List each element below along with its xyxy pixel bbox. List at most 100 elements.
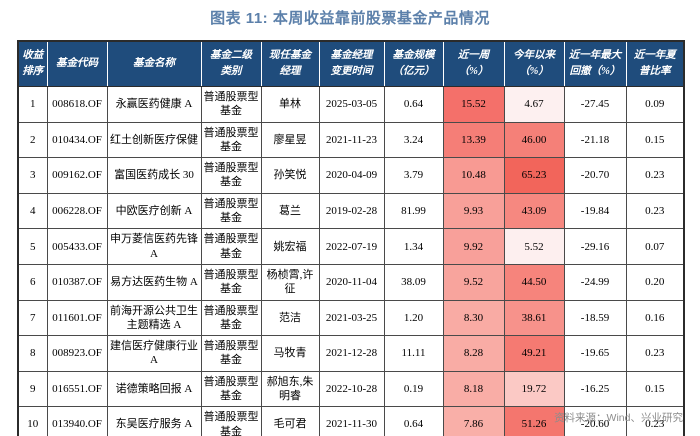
fund-name-cell: 永赢医药健康 A <box>106 86 202 123</box>
table-header: 收益 排序 基金代码 基金名称 基金二级 类别 现任基金 经理 基金经理 变更时… <box>18 41 684 87</box>
change-date-cell: 2020-11-04 <box>318 263 385 301</box>
header-ytd-return: 今年以来 （%） <box>503 41 565 87</box>
table-row: 9 016551.OF 诺德策略回报 A 普通股票型基金 郝旭东,朱明睿 202… <box>17 370 685 408</box>
table-row: 8 008923.OF 建信医疗健康行业 A 普通股票型基金 马牧青 2021-… <box>17 335 685 372</box>
fund-name-cell: 红土创新医疗保健 <box>106 121 202 159</box>
fund-code-cell: 013940.OF <box>46 406 108 436</box>
rank-cell: 1 <box>17 86 48 123</box>
change-date-cell: 2022-10-28 <box>318 370 385 408</box>
ytd-return-cell: 4.67 <box>503 86 565 123</box>
header-week-return: 近一周 （%） <box>442 41 505 87</box>
week-return-cell: 13.39 <box>442 121 505 159</box>
sharpe-cell: 0.23 <box>625 406 685 436</box>
max-drawdown-cell: -21.18 <box>563 121 627 159</box>
category-cell: 普通股票型基金 <box>200 335 262 372</box>
header-name: 基金名称 <box>106 41 202 87</box>
category-cell: 普通股票型基金 <box>200 192 262 230</box>
fund-size-cell: 0.19 <box>383 370 444 408</box>
fund-size-cell: 1.34 <box>383 228 444 265</box>
fund-name-cell: 前海开源公共卫生主题精选 A <box>106 299 202 337</box>
fund-size-cell: 11.11 <box>383 335 444 372</box>
header-row: 收益 排序 基金代码 基金名称 基金二级 类别 现任基金 经理 基金经理 变更时… <box>18 41 684 87</box>
manager-cell: 葛兰 <box>260 192 320 230</box>
week-return-cell: 8.18 <box>442 370 505 408</box>
header-category: 基金二级 类别 <box>200 41 262 87</box>
table-row: 2 010434.OF 红土创新医疗保健 普通股票型基金 廖星昱 2021-11… <box>17 121 685 159</box>
rank-cell: 7 <box>17 299 48 337</box>
header-size: 基金规模 （亿元） <box>383 41 444 87</box>
fund-name-cell: 富国医药成长 30 <box>106 157 202 194</box>
week-return-cell: 15.52 <box>442 86 505 123</box>
max-drawdown-cell: -16.25 <box>563 370 627 408</box>
ytd-return-cell: 51.26 <box>503 406 565 436</box>
table-row: 3 009162.OF 富国医药成长 30 普通股票型基金 孙笑悦 2020-0… <box>17 157 685 194</box>
week-return-cell: 9.52 <box>442 263 505 301</box>
sharpe-cell: 0.20 <box>625 263 685 301</box>
week-return-cell: 7.86 <box>442 406 505 436</box>
manager-cell: 杨桢霄,许征 <box>260 263 320 301</box>
category-cell: 普通股票型基金 <box>200 406 262 436</box>
fund-name-cell: 中欧医疗创新 A <box>106 192 202 230</box>
max-drawdown-cell: -24.99 <box>563 263 627 301</box>
ytd-return-cell: 19.72 <box>503 370 565 408</box>
category-cell: 普通股票型基金 <box>200 86 262 123</box>
week-return-cell: 8.28 <box>442 335 505 372</box>
fund-ranking-table: 收益 排序 基金代码 基金名称 基金二级 类别 现任基金 经理 基金经理 变更时… <box>17 40 685 436</box>
category-cell: 普通股票型基金 <box>200 299 262 337</box>
change-date-cell: 2019-02-28 <box>318 192 385 230</box>
change-date-cell: 2021-11-23 <box>318 121 385 159</box>
rank-cell: 8 <box>17 335 48 372</box>
change-date-cell: 2021-12-28 <box>318 335 385 372</box>
fund-name-cell: 建信医疗健康行业 A <box>106 335 202 372</box>
manager-cell: 马牧青 <box>260 335 320 372</box>
category-cell: 普通股票型基金 <box>200 370 262 408</box>
ytd-return-cell: 38.61 <box>503 299 565 337</box>
fund-code-cell: 009162.OF <box>46 157 108 194</box>
table-row: 5 005433.OF 申万菱信医药先锋 A 普通股票型基金 姚宏福 2022-… <box>17 228 685 265</box>
manager-cell: 廖星昱 <box>260 121 320 159</box>
fund-code-cell: 008618.OF <box>46 86 108 123</box>
fund-size-cell: 0.64 <box>383 406 444 436</box>
ytd-return-cell: 65.23 <box>503 157 565 194</box>
sharpe-cell: 0.07 <box>625 228 685 265</box>
table-row: 4 006228.OF 中欧医疗创新 A 普通股票型基金 葛兰 2019-02-… <box>17 192 685 230</box>
category-cell: 普通股票型基金 <box>200 157 262 194</box>
header-manager: 现任基金 经理 <box>260 41 320 87</box>
max-drawdown-cell: -18.59 <box>563 299 627 337</box>
change-date-cell: 2025-03-05 <box>318 86 385 123</box>
change-date-cell: 2022-07-19 <box>318 228 385 265</box>
category-cell: 普通股票型基金 <box>200 228 262 265</box>
ytd-return-cell: 49.21 <box>503 335 565 372</box>
rank-cell: 10 <box>17 406 48 436</box>
sharpe-cell: 0.23 <box>625 157 685 194</box>
category-cell: 普通股票型基金 <box>200 121 262 159</box>
rank-cell: 6 <box>17 263 48 301</box>
sharpe-cell: 0.23 <box>625 335 685 372</box>
table-row: 7 011601.OF 前海开源公共卫生主题精选 A 普通股票型基金 范洁 20… <box>17 299 685 337</box>
max-drawdown-cell: -19.84 <box>563 192 627 230</box>
figure-title: 图表 11: 本周收益靠前股票基金产品情况 <box>210 10 490 27</box>
max-drawdown-cell: -29.16 <box>563 228 627 265</box>
sharpe-cell: 0.16 <box>625 299 685 337</box>
fund-size-cell: 81.99 <box>383 192 444 230</box>
fund-name-cell: 诺德策略回报 A <box>106 370 202 408</box>
sharpe-cell: 0.09 <box>625 86 685 123</box>
fund-code-cell: 016551.OF <box>46 370 108 408</box>
fund-size-cell: 1.20 <box>383 299 444 337</box>
fund-name-cell: 易方达医药生物 A <box>106 263 202 301</box>
manager-cell: 孙笑悦 <box>260 157 320 194</box>
fund-code-cell: 005433.OF <box>46 228 108 265</box>
sharpe-cell: 0.15 <box>625 121 685 159</box>
max-drawdown-cell: -27.45 <box>563 86 627 123</box>
fund-code-cell: 011601.OF <box>46 299 108 337</box>
fund-size-cell: 0.64 <box>383 86 444 123</box>
max-drawdown-cell: -20.70 <box>563 157 627 194</box>
rank-cell: 9 <box>17 370 48 408</box>
ytd-return-cell: 5.52 <box>503 228 565 265</box>
fund-size-cell: 3.79 <box>383 157 444 194</box>
header-sharpe: 近一年夏 普比率 <box>625 41 684 87</box>
fund-name-cell: 申万菱信医药先锋 A <box>106 228 202 265</box>
sharpe-cell: 0.15 <box>625 370 685 408</box>
change-date-cell: 2021-03-25 <box>318 299 385 337</box>
